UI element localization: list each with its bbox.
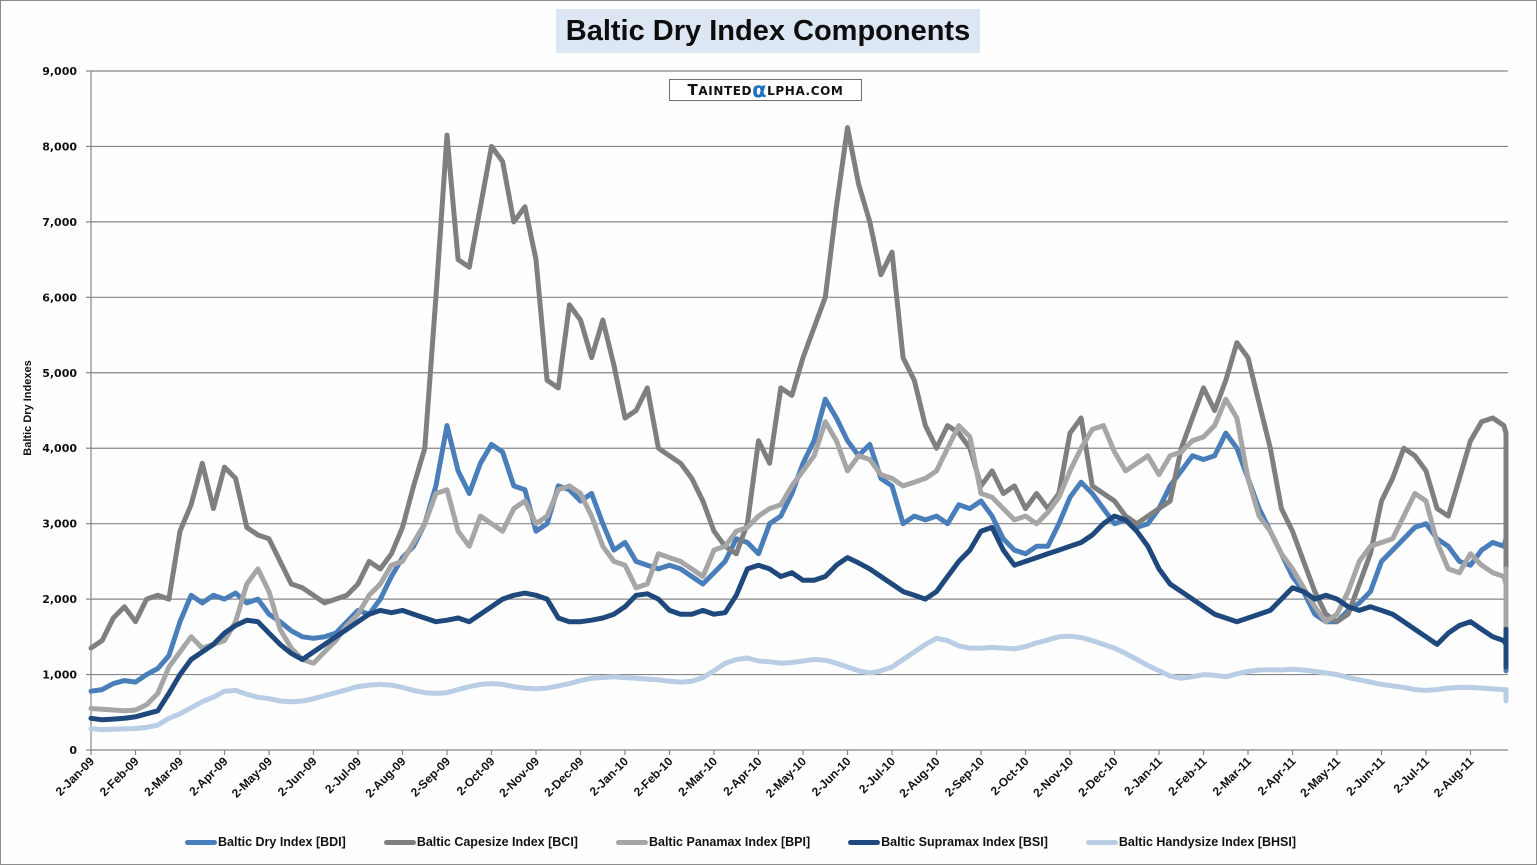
x-tick-label: 2-Jun-10 — [809, 754, 854, 799]
x-tick-label: 2-Jul-10 — [856, 754, 898, 796]
x-tick-label: 2-Mar-11 — [1210, 754, 1255, 799]
x-tick-label: 2-Aug-11 — [1431, 754, 1477, 800]
legend-label: Baltic Dry Index [BDI] — [218, 835, 346, 849]
y-tick-label: 0 — [69, 744, 77, 757]
x-tick-label: 2-Jan-11 — [1121, 754, 1165, 798]
x-tick-label: 2-Jun-09 — [275, 754, 320, 799]
x-tick-label: 2-Apr-10 — [720, 754, 765, 799]
series-line-3 — [88, 513, 1509, 723]
x-tick-label: 2-Jul-09 — [322, 754, 364, 796]
x-tick-label: 2-Oct-10 — [988, 754, 1032, 798]
legend-label: Baltic Supramax Index [BSI] — [881, 835, 1048, 849]
y-tick-label: 2,000 — [42, 593, 77, 606]
x-tick-label: 2-Sep-09 — [408, 754, 454, 800]
watermark-logo: TAINTEDαLPHA.COM — [669, 79, 862, 101]
legend-swatch — [1085, 839, 1118, 845]
legend-item: Baltic Dry Index [BDI] — [185, 835, 346, 849]
series-line-4 — [88, 633, 1509, 733]
x-tick-label: 2-Nov-10 — [1030, 754, 1076, 800]
x-tick-label: 2-Sep-10 — [942, 754, 988, 800]
y-tick-label: 5,000 — [42, 367, 77, 380]
legend-item: Baltic Panamax Index [BPI] — [615, 835, 811, 849]
y-tick-label: 1,000 — [42, 669, 77, 682]
x-tick-label: 2-Jan-10 — [587, 754, 632, 799]
x-tick-label: 2-May-09 — [229, 754, 275, 800]
legend-swatch — [615, 839, 648, 845]
y-tick-label: 6,000 — [42, 291, 77, 304]
x-tick-label: 2-Feb-11 — [1165, 754, 1210, 799]
x-tick-label: 2-Dec-10 — [1075, 754, 1121, 800]
legend-label: Baltic Handysize Index [BHSI] — [1118, 835, 1296, 849]
x-tick-label: 2-Jan-09 — [53, 754, 98, 799]
x-tick-label: 2-Mar-09 — [141, 754, 186, 799]
legend-item: Baltic Handysize Index [BHSI] — [1085, 835, 1296, 849]
legend-label: Baltic Capesize Index [BCI] — [416, 835, 578, 849]
x-tick-label: 2-Feb-09 — [97, 754, 142, 799]
y-tick-label: 9,000 — [42, 65, 77, 78]
axes — [90, 71, 1508, 751]
x-tick-label: 2-Feb-10 — [631, 754, 676, 799]
legend-swatch — [383, 839, 416, 845]
x-tick-label: 2-Jun-11 — [1343, 754, 1388, 799]
x-tick-label: 2-Nov-09 — [496, 754, 542, 800]
y-tick-label: 4,000 — [42, 442, 77, 455]
legend-swatch — [848, 839, 881, 845]
x-tick-label: 2-Apr-09 — [186, 754, 231, 799]
x-tick-label: 2-May-10 — [763, 754, 809, 800]
legend-item: Baltic Capesize Index [BCI] — [383, 835, 578, 849]
chart-title: Baltic Dry Index Components — [556, 9, 980, 53]
legend-item: Baltic Supramax Index [BSI] — [848, 835, 1048, 849]
series-line-0 — [88, 396, 1509, 694]
legend: Baltic Dry Index [BDI] Baltic Capesize In… — [185, 832, 1334, 852]
legend-label: Baltic Panamax Index [BPI] — [648, 835, 811, 849]
x-tick-label: 2-Aug-10 — [896, 754, 942, 800]
x-tick-label: 2-Aug-09 — [362, 754, 408, 800]
x-axis-ticks: 2-Jan-09 2-Feb-09 2-Mar-09 2-Apr-092-May-09… — [53, 750, 1477, 800]
legend-swatch — [185, 839, 217, 845]
y-tick-label: 3,000 — [42, 518, 77, 531]
x-tick-label: 2-May-11 — [1297, 754, 1343, 800]
x-tick-label: 2-Mar-10 — [675, 754, 720, 799]
y-tick-label: 7,000 — [42, 216, 77, 229]
series-lines — [88, 125, 1509, 733]
y-tick-label: 8,000 — [42, 140, 77, 153]
x-tick-label: 2-Dec-09 — [541, 754, 587, 800]
x-tick-label: 2-Apr-11 — [1255, 754, 1299, 798]
x-tick-label: 2-Oct-09 — [454, 754, 498, 798]
y-axis-ticks: 0 1,000 2,000 3,000 4,000 5,000 6,000 7,000 8,00… — [42, 65, 91, 757]
x-tick-label: 2-Jul-11 — [1391, 754, 1433, 796]
